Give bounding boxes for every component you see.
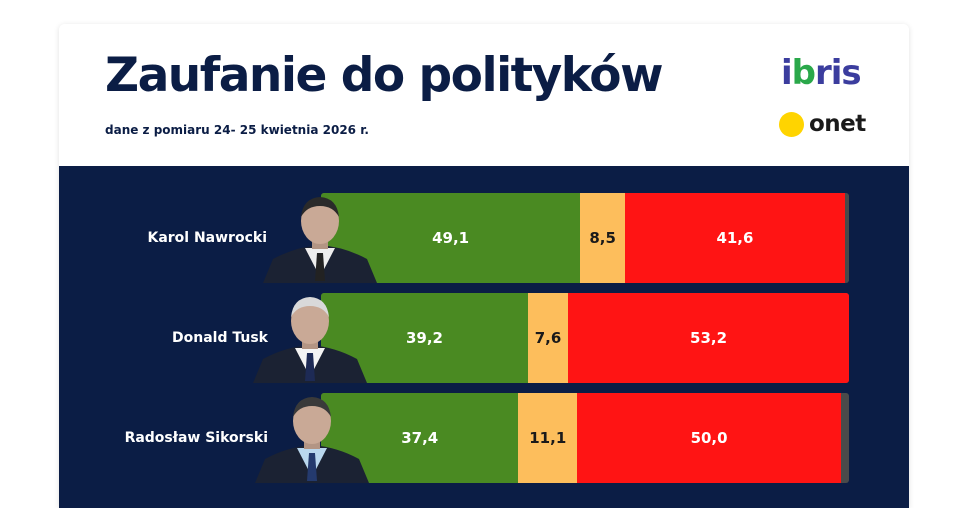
undecided-segment: 7,6 (527, 293, 569, 383)
ibris-logo-accent: b (791, 53, 816, 93)
ibris-logo-part: i (781, 53, 793, 93)
data-label: 50,0 (690, 429, 728, 447)
politician-photo (257, 193, 383, 283)
data-label: 39,2 (405, 329, 443, 347)
data-label: 37,4 (401, 429, 439, 447)
chart-row: 39,2 7,6 53,2 Donald Tusk (59, 293, 909, 383)
distrust-segment: 41,6 (625, 193, 845, 283)
distrust-segment: 53,2 (568, 293, 849, 383)
category-label: Karol Nawrocki (147, 230, 267, 246)
data-label: 41,6 (716, 229, 754, 247)
chart-card: Zaufanie do polityków dane z pomiaru 24-… (59, 24, 909, 508)
category-label: Radosław Sikorski (124, 430, 268, 446)
bar-track: 37,4 11,1 50,0 (321, 393, 849, 483)
data-label: 11,1 (529, 429, 567, 447)
bar-track: 39,2 7,6 53,2 (321, 293, 849, 383)
onet-logo: onet (779, 110, 866, 138)
onet-logo-text: onet (809, 110, 866, 137)
chart-subtitle: dane z pomiaru 24- 25 kwietnia 2026 r. (105, 123, 369, 137)
data-label: 8,5 (589, 229, 616, 247)
politician-photo (247, 293, 373, 383)
data-label: 49,1 (432, 229, 470, 247)
politician-photo (249, 393, 375, 483)
chart-row: 37,4 11,1 50,0 Radosław Sikorski (59, 393, 909, 483)
onet-dot-icon (779, 111, 804, 137)
category-label: Donald Tusk (172, 330, 268, 346)
data-label: 53,2 (690, 329, 728, 347)
distrust-segment: 50,0 (577, 393, 842, 483)
undecided-segment: 11,1 (518, 393, 578, 483)
chart-panel: 49,1 8,5 41,6 Karol Nawrocki 39,2 7,6 53,2 Dona… (59, 166, 909, 508)
chart-title: Zaufanie do polityków (105, 48, 664, 103)
ibris-logo-part: ris (815, 53, 862, 93)
header: Zaufanie do polityków dane z pomiaru 24-… (59, 24, 909, 166)
undecided-segment: 8,5 (580, 193, 626, 283)
bar-track: 49,1 8,5 41,6 (321, 193, 849, 283)
data-label: 7,6 (534, 329, 562, 347)
ibris-logo: ibris (781, 53, 862, 93)
chart-row: 49,1 8,5 41,6 Karol Nawrocki (59, 193, 909, 283)
